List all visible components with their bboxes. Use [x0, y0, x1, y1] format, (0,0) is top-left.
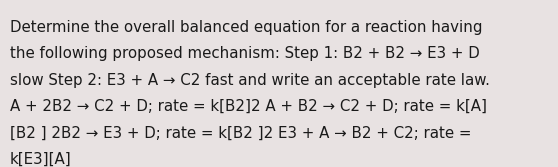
Text: [B2 ] 2B2 → E3 + D; rate = k[B2 ]2 E3 + A → B2 + C2; rate =: [B2 ] 2B2 → E3 + D; rate = k[B2 ]2 E3 + … [10, 126, 472, 141]
Text: A + 2B2 → C2 + D; rate = k[B2]2 A + B2 → C2 + D; rate = k[A]: A + 2B2 → C2 + D; rate = k[B2]2 A + B2 →… [10, 99, 487, 114]
Text: the following proposed mechanism: Step 1: B2 + B2 → E3 + D: the following proposed mechanism: Step 1… [10, 46, 480, 61]
Text: Determine the overall balanced equation for a reaction having: Determine the overall balanced equation … [10, 20, 483, 35]
Text: slow Step 2: E3 + A → C2 fast and write an acceptable rate law.: slow Step 2: E3 + A → C2 fast and write … [10, 73, 490, 88]
Text: k[E3][A]: k[E3][A] [10, 152, 72, 167]
